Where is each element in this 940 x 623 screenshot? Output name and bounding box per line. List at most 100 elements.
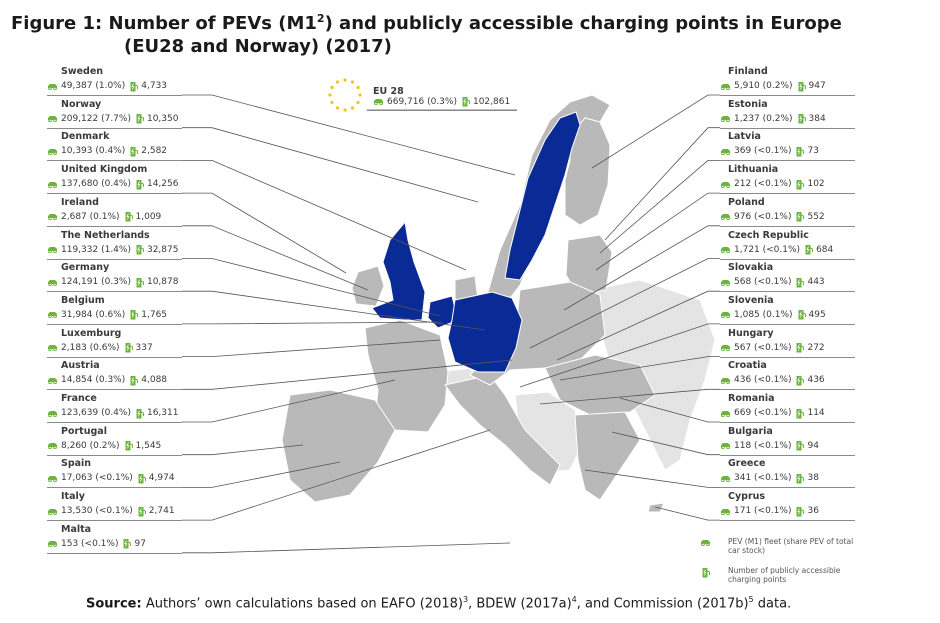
charging-icon [798, 81, 806, 91]
land-ireland [351, 265, 385, 307]
pev-value: 209,122 (7.7%) [61, 113, 131, 124]
charging-points-value: 94 [807, 440, 819, 451]
country-name: Greece [728, 458, 766, 470]
car-icon [48, 377, 57, 384]
charging-icon [796, 146, 805, 157]
country-name: The Netherlands [61, 229, 150, 241]
leader-line-france [182, 379, 396, 423]
country-name: United Kingdom [61, 164, 148, 176]
country-name: Hungary [728, 327, 774, 339]
car-icon [48, 410, 57, 417]
country-entry-croatia: Croatia 436 (<0.1%) 436 [720, 360, 855, 391]
country-entry-austria: Austria 14,854 (0.3%) 4,088 [47, 360, 182, 391]
country-entry-malta: Malta 153 (<0.1%) 97 [47, 524, 182, 554]
country-entry-luxemburg: Luxemburg 2,183 (0.6%) 337 [47, 328, 182, 358]
leader-line-poland [563, 225, 720, 311]
country-entry-france: France 123,639 (0.4%) 16,311 [47, 393, 182, 423]
charging-icon [125, 343, 133, 353]
country-name: Malta [61, 523, 92, 535]
pev-value: 118 (<0.1%) [734, 440, 792, 451]
country-entry-finland: Finland 5,910 (0.2%) 947 [720, 66, 855, 96]
charging-icon [136, 245, 144, 255]
pev-value: 1,237 (0.2%) [734, 113, 793, 124]
country-entry-sweden: Sweden 49,387 (1.0%) 4,733 [47, 66, 182, 96]
country-entry-greece: Greece 341 (<0.1%) 38 [720, 458, 855, 489]
country-entry-denmark: Denmark 10,393 (0.4%) 2,582 [47, 131, 182, 162]
country-name: Portugal [61, 425, 107, 437]
charging-points-value: 36 [807, 506, 819, 517]
charging-points-value: 10,350 [146, 113, 179, 124]
charging-icon [796, 408, 805, 418]
pev-value: 341 (<0.1%) [734, 473, 792, 484]
pev-value: 119,332 (1.4%) [61, 244, 131, 255]
charging-points-value: 552 [807, 211, 825, 222]
country-entry-czech-republic: Czech Republic 1,721 (<0.1%) 684 [720, 230, 855, 260]
charging-icon [138, 506, 146, 517]
figure-title-line-1: Figure 1: Number of PEVs (M12) and publi… [11, 12, 842, 34]
leader-line-slovenia [519, 323, 720, 388]
pev-value: 669 (<0.1%) [734, 408, 792, 418]
car-icon [721, 148, 730, 155]
country-entry-spain: Spain 17,063 (<0.1%) 4,974 [47, 458, 182, 489]
charging-points-value: 73 [807, 146, 819, 157]
land-sweden [504, 111, 581, 281]
leader-line-czech-republic [529, 258, 720, 349]
charging-points-value: 4,088 [141, 375, 168, 386]
charging-icon [702, 568, 710, 578]
charging-points-value: 102 [807, 179, 825, 190]
pev-value: 2,183 (0.6%) [61, 342, 120, 353]
car-icon [48, 443, 57, 450]
charging-icon [805, 245, 814, 255]
charging-icon [138, 473, 146, 484]
charging-points-value: 2,741 [148, 506, 175, 517]
pev-value: 8,260 (0.2%) [61, 440, 120, 451]
charging-points-value: 384 [808, 113, 826, 124]
car-icon [721, 116, 730, 123]
land-finland [564, 117, 611, 226]
charging-icon [796, 473, 805, 484]
country-entry-poland: Poland 976 (<0.1%) 552 [720, 197, 855, 227]
country-name: Romania [728, 393, 775, 404]
leader-line-sweden [182, 94, 516, 176]
leader-line-lithuania [595, 192, 720, 271]
charging-points-value: 14,256 [146, 179, 179, 190]
pev-value: 137,680 (0.4%) [61, 179, 131, 190]
car-icon [48, 475, 57, 482]
country-name: Belgium [61, 294, 105, 306]
charging-icon [796, 179, 805, 190]
car-icon [721, 508, 730, 515]
legend-pev-label: PEV (M1) fleet (share PEV of total car s… [728, 537, 854, 555]
country-name: Ireland [61, 196, 99, 208]
charging-icon [125, 212, 133, 222]
country-entry-italy: Italy 13,530 (<0.1%) 2,741 [47, 491, 182, 522]
pev-value: 1,085 (0.1%) [734, 309, 793, 320]
car-icon [48, 541, 57, 548]
pev-value: 124,191 (0.3%) [61, 277, 131, 288]
car-icon [374, 99, 383, 105]
pev-value: 436 (<0.1%) [734, 375, 792, 386]
charging-icon [796, 343, 805, 353]
country-name: Slovenia [728, 294, 774, 306]
car-icon [48, 181, 57, 188]
pev-value: 567 (<0.1%) [734, 342, 792, 353]
country-name: France [61, 393, 97, 404]
land-netherlands [427, 295, 459, 329]
leader-line-luxemburg [182, 339, 441, 358]
car-icon [48, 279, 57, 286]
country-entry-united-kingdom: United Kingdom 137,680 (0.4%) 14,256 [47, 164, 182, 195]
land-baltics [565, 234, 613, 296]
country-name: Cyprus [728, 491, 766, 503]
source-note: Source: Authors’ own calculations based … [86, 595, 792, 612]
country-name: Croatia [728, 360, 767, 372]
leader-line-denmark [182, 159, 467, 271]
country-name: Slovakia [728, 262, 774, 274]
car-icon [721, 83, 730, 90]
charging-icon [462, 97, 470, 107]
charging-points-value: 1,545 [135, 440, 162, 451]
country-name: Sweden [61, 66, 104, 77]
charging-points-value: 114 [807, 408, 825, 418]
leader-line-malta [182, 542, 511, 554]
country-entry-estonia: Estonia 1,237 (0.2%) 384 [720, 99, 855, 129]
country-name: Czech Republic [728, 229, 809, 241]
